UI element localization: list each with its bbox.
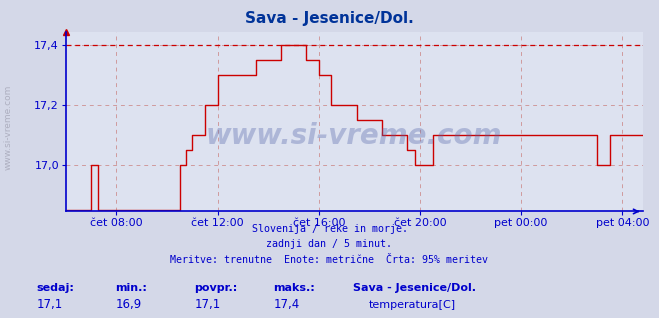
Text: 17,1: 17,1 — [194, 299, 221, 311]
Text: maks.:: maks.: — [273, 283, 315, 293]
Text: 17,4: 17,4 — [273, 299, 300, 311]
Text: www.si-vreme.com: www.si-vreme.com — [206, 122, 502, 150]
Text: temperatura[C]: temperatura[C] — [369, 301, 456, 310]
Text: www.si-vreme.com: www.si-vreme.com — [3, 85, 13, 170]
Text: 17,1: 17,1 — [36, 299, 63, 311]
Text: zadnji dan / 5 minut.: zadnji dan / 5 minut. — [266, 239, 393, 249]
Text: min.:: min.: — [115, 283, 147, 293]
Text: Sava - Jesenice/Dol.: Sava - Jesenice/Dol. — [353, 283, 476, 293]
Text: sedaj:: sedaj: — [36, 283, 74, 293]
Text: Meritve: trenutne  Enote: metrične  Črta: 95% meritev: Meritve: trenutne Enote: metrične Črta: … — [171, 255, 488, 265]
Text: povpr.:: povpr.: — [194, 283, 238, 293]
Text: Sava - Jesenice/Dol.: Sava - Jesenice/Dol. — [245, 11, 414, 26]
Text: 16,9: 16,9 — [115, 299, 142, 311]
Text: Slovenija / reke in morje.: Slovenija / reke in morje. — [252, 224, 407, 234]
